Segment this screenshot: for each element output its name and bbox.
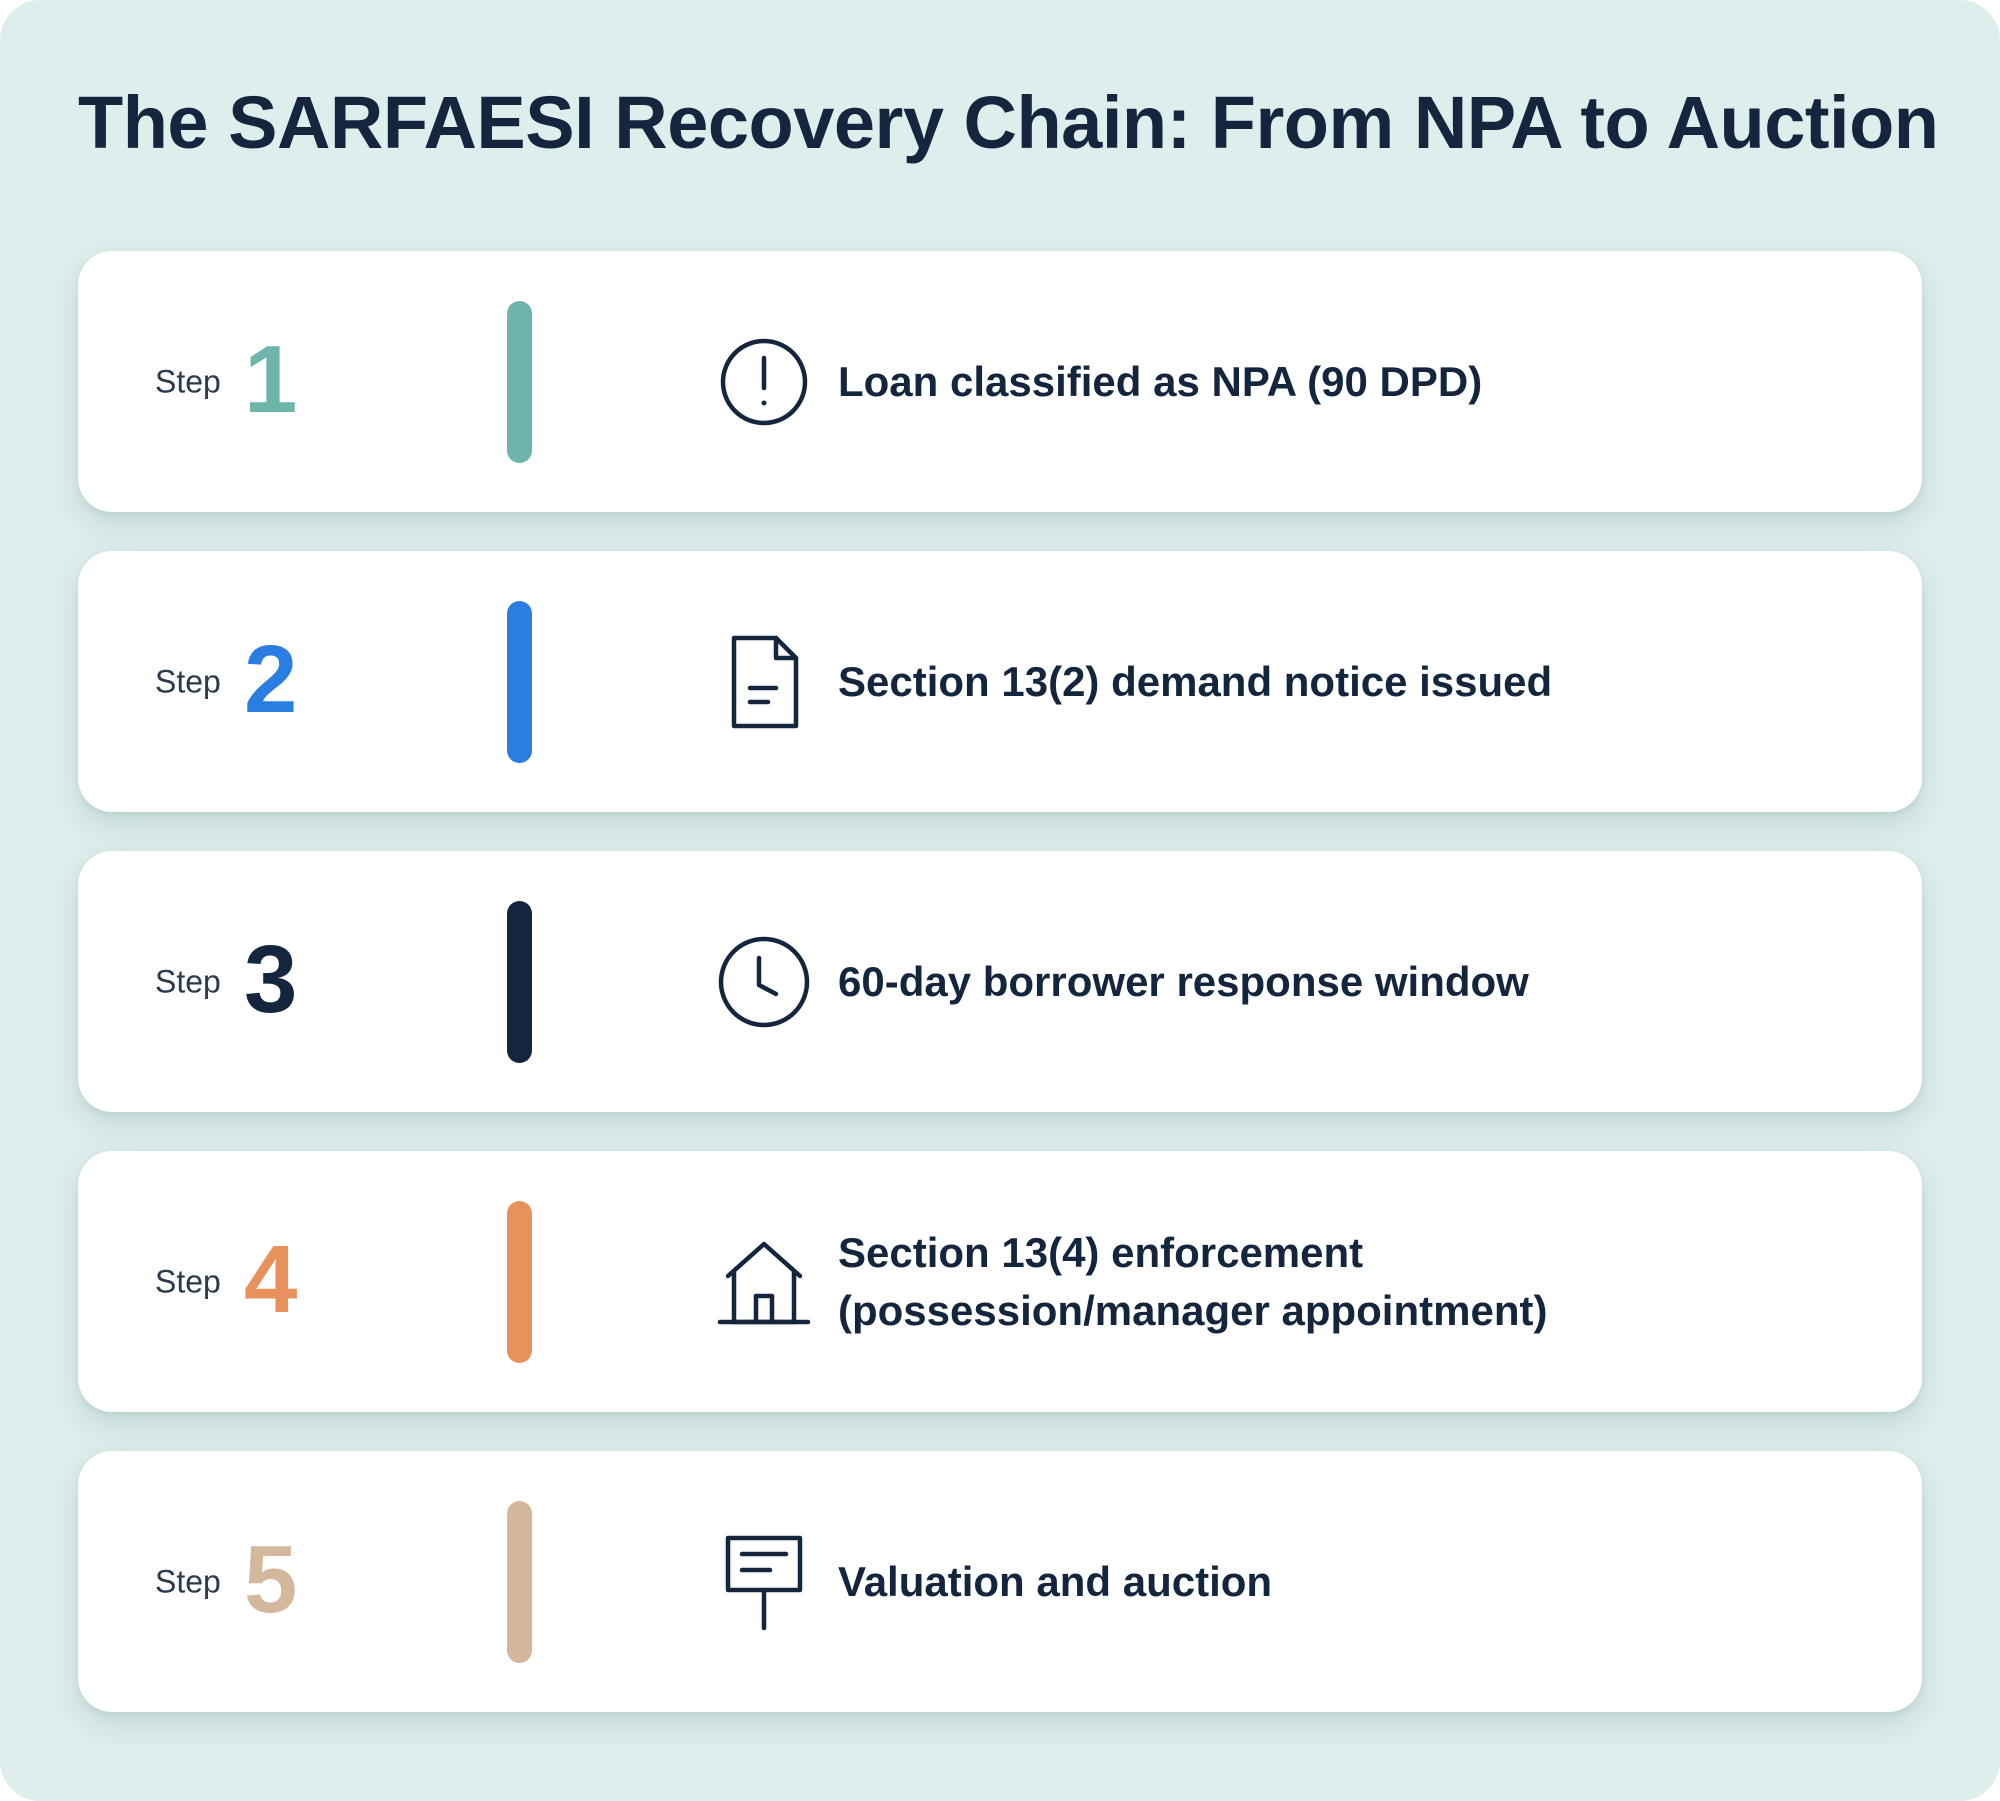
step-accent-bar	[507, 1200, 532, 1363]
document-icon	[714, 632, 814, 732]
step-description-line: Valuation and auction	[838, 1557, 1273, 1605]
step-accent-bar	[507, 1500, 532, 1663]
step-card-1: Step 1 Loan classified as NPA (90 DPD)	[78, 251, 1922, 512]
step-description: Loan classified as NPA (90 DPD)	[838, 353, 1858, 411]
step-label: Step	[155, 663, 221, 699]
steps-list: Step 1 Loan classified as NPA (90 DPD) S…	[78, 251, 1922, 1751]
step-card-2: Step 2 Section 13(2) demand notice issue…	[78, 551, 1922, 812]
step-description-line: Loan classified as NPA (90 DPD)	[838, 357, 1483, 405]
step-description: Section 13(4) enforcement (possession/ma…	[838, 1224, 1858, 1340]
step-label: Step	[155, 963, 221, 999]
step-label: Step	[155, 1563, 221, 1599]
step-description-line: Section 13(2) demand notice issued	[838, 657, 1553, 705]
step-description-line: 60-day borrower response window	[838, 957, 1529, 1005]
step-accent-bar	[507, 600, 532, 763]
step-label: Step	[155, 1263, 221, 1299]
step-number: 2	[244, 625, 298, 733]
step-accent-bar	[507, 300, 532, 463]
step-card-4: Step 4 Section 13(4) enforcement (posses…	[78, 1151, 1922, 1412]
clock-icon	[714, 932, 814, 1032]
step-number: 5	[244, 1525, 298, 1633]
step-card-5: Step 5 Valuation and auction	[78, 1451, 1922, 1712]
alert-circle-icon	[714, 332, 814, 432]
step-accent-bar	[507, 900, 532, 1063]
page-title: The SARFAESI Recovery Chain: From NPA to…	[78, 81, 1939, 164]
step-number: 1	[244, 325, 298, 433]
step-label: Step	[155, 363, 221, 399]
auction-sign-icon	[714, 1532, 814, 1632]
step-number: 4	[244, 1225, 298, 1333]
step-number: 3	[244, 925, 298, 1033]
step-description-line: (possession/manager appointment)	[838, 1286, 1548, 1334]
step-description: Valuation and auction	[838, 1553, 1858, 1611]
step-description: 60-day borrower response window	[838, 953, 1858, 1011]
step-description-line: Section 13(4) enforcement	[838, 1228, 1364, 1276]
step-card-3: Step 3 60-day borrower response window	[78, 851, 1922, 1112]
house-icon	[714, 1232, 814, 1332]
step-description: Section 13(2) demand notice issued	[838, 653, 1858, 711]
